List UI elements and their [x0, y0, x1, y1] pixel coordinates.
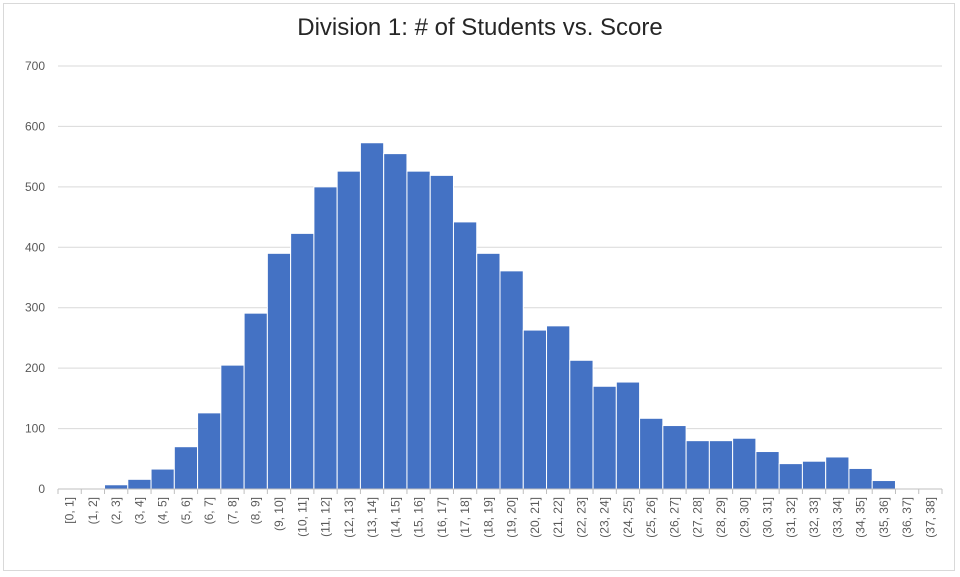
histogram-bar: [522, 329, 548, 490]
x-tick-label: (14, 15]: [388, 497, 402, 538]
x-tick-label: (25, 26]: [644, 497, 658, 538]
histogram-bar: [801, 460, 827, 490]
histogram-bar: [452, 221, 478, 490]
x-tick-label: (31, 32]: [784, 497, 798, 538]
histogram-bar: [848, 467, 873, 490]
y-tick-label: 400: [25, 240, 45, 254]
y-tick-label: 100: [25, 422, 45, 436]
x-tick-label: (35, 36]: [877, 497, 891, 538]
x-tick-label: (33, 34]: [830, 497, 844, 538]
histogram-bar: [476, 252, 501, 490]
y-tick-label: 200: [25, 361, 45, 375]
histogram-bar: [127, 478, 152, 490]
histogram-bar: [429, 174, 454, 490]
x-tick-label: (24, 25]: [621, 497, 635, 538]
x-tick-label: (26, 27]: [667, 497, 681, 538]
x-tick-label: (23, 24]: [598, 497, 612, 538]
histogram-bar: [755, 451, 780, 490]
x-tick-label: (2, 3]: [109, 497, 123, 524]
x-tick-label: (7, 8]: [225, 497, 239, 524]
histogram-bar: [220, 364, 245, 490]
y-axis-ticks: 0 100 200 300 400 500 600 700: [25, 59, 45, 496]
chart-title: Division 1: # of Students vs. Score: [297, 14, 663, 41]
histogram-bar: [732, 437, 757, 490]
histogram-bar: [243, 312, 268, 490]
x-tick-label: (32, 33]: [807, 497, 821, 538]
x-tick-label: (4, 5]: [156, 497, 170, 524]
x-tick-label: (21, 22]: [551, 497, 565, 538]
x-tick-label: (37, 38]: [923, 497, 937, 538]
histogram-bar: [290, 232, 315, 490]
histogram-bar: [569, 359, 594, 490]
y-tick-label: 0: [38, 482, 45, 496]
x-tick-label: [0, 1]: [63, 497, 77, 524]
x-tick-label: (20, 21]: [528, 497, 542, 538]
x-tick-label: (12, 13]: [342, 497, 356, 538]
x-tick-label: (1, 2]: [86, 497, 100, 524]
bars: [104, 142, 896, 490]
y-tick-label: 700: [25, 59, 45, 73]
x-tick-label: (30, 31]: [761, 497, 775, 538]
x-tick-label: (22, 23]: [574, 497, 588, 538]
histogram-bar: [383, 153, 408, 490]
x-tick-label: (19, 20]: [505, 497, 519, 538]
x-tick-label: (8, 9]: [249, 497, 263, 524]
x-tick-label: (15, 16]: [412, 497, 426, 538]
histogram-bar: [150, 468, 175, 490]
y-tick-label: 300: [25, 301, 45, 315]
histogram-bar: [685, 440, 710, 490]
x-tick-label: (28, 29]: [714, 497, 728, 538]
histogram-bar: [359, 142, 385, 490]
histogram-bar: [708, 440, 734, 490]
histogram-bar: [778, 463, 803, 490]
histogram-bar: [336, 170, 361, 490]
y-tick-label: 600: [25, 119, 45, 133]
x-tick-label: (17, 18]: [458, 497, 472, 538]
x-tick-label: (36, 37]: [900, 497, 914, 538]
histogram-bar: [499, 270, 524, 490]
histogram-bar: [825, 456, 850, 490]
histogram-bar: [406, 170, 431, 490]
x-tick-label: (18, 19]: [481, 497, 495, 538]
x-tick-label: (6, 7]: [202, 497, 216, 524]
x-tick-label: (34, 35]: [854, 497, 868, 538]
histogram-bar: [546, 325, 571, 490]
x-tick-label: (29, 30]: [737, 497, 751, 538]
histogram-bar: [104, 484, 129, 490]
histogram-bar: [266, 252, 292, 490]
histogram-bar: [197, 412, 222, 490]
x-tick-label: (5, 6]: [179, 497, 193, 524]
x-tick-label: (27, 28]: [691, 497, 705, 538]
histogram-bar: [313, 186, 338, 490]
x-tick-label: (3, 4]: [132, 497, 146, 524]
x-tick-label: (10, 11]: [295, 497, 309, 537]
histogram-bar: [173, 446, 199, 490]
histogram-bar: [639, 417, 664, 490]
x-tick-label: (9, 10]: [272, 497, 286, 531]
histogram-bar: [662, 425, 687, 490]
y-tick-label: 500: [25, 180, 45, 194]
x-tick-label: (13, 14]: [365, 497, 379, 538]
histogram-bar: [615, 381, 641, 490]
x-tick-label: (11, 12]: [319, 497, 333, 537]
x-tick-label: (16, 17]: [435, 497, 449, 538]
x-axis-ticks: [0, 1] (1, 2] (2, 3] (3, 4] (4, 5] (5, 6] (6, …: [57, 489, 943, 538]
histogram-bar: [871, 480, 896, 490]
histogram-bar: [592, 385, 617, 490]
